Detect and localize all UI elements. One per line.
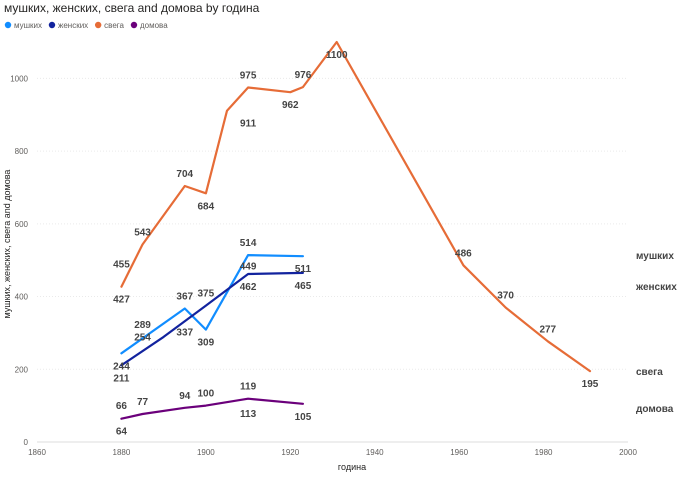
data-label-свега: 1100 xyxy=(326,50,348,61)
data-labels: 244 289 367 309 514 511 211 254 337 375 449 462 465 4… xyxy=(113,50,599,438)
data-label-свега: 486 xyxy=(455,248,472,259)
data-label-мушких: 309 xyxy=(198,338,215,349)
end-label-домова: домова xyxy=(636,404,674,415)
y-tick-label: 200 xyxy=(15,365,29,374)
legend-label-0[interactable]: мушких xyxy=(14,21,42,30)
data-label-свега: 684 xyxy=(198,201,215,212)
data-label-свега: 455 xyxy=(113,260,130,271)
end-label-свега: свега xyxy=(636,367,663,378)
x-tick-label: 1880 xyxy=(113,448,131,457)
legend-marker-0[interactable] xyxy=(4,21,12,29)
data-label-женских: 211 xyxy=(113,373,130,384)
data-label-свега: 543 xyxy=(134,228,151,239)
y-axis-title: мушких, женских, свега and домова xyxy=(2,170,12,319)
x-tick-label: 1960 xyxy=(450,448,468,457)
data-label-домова: 105 xyxy=(295,412,312,423)
data-label-домова: 64 xyxy=(116,427,128,438)
data-label-свега: 976 xyxy=(295,70,312,81)
series-line-домова[interactable] xyxy=(120,397,304,420)
x-axis-ticks: 1860 1880 1900 1920 1940 1960 1980 2000 xyxy=(28,448,637,457)
legend-label-1[interactable]: женских xyxy=(58,21,88,30)
data-label-мушких: 244 xyxy=(113,361,130,372)
data-label-мушких: 367 xyxy=(176,292,193,303)
gridlines xyxy=(37,77,628,443)
data-label-женских: 462 xyxy=(240,282,257,293)
data-label-домова: 66 xyxy=(116,401,128,412)
data-label-свега: 195 xyxy=(582,379,599,390)
data-label-свега: 277 xyxy=(539,324,556,335)
end-label-женских: женских xyxy=(635,282,677,293)
data-label-мушких: 514 xyxy=(240,238,257,249)
data-label-женских: 337 xyxy=(176,327,193,338)
data-label-мушких: 289 xyxy=(134,320,151,331)
x-tick-label: 1980 xyxy=(535,448,553,457)
data-label-свега: 427 xyxy=(113,295,130,306)
x-axis-title: година xyxy=(338,462,366,472)
chart-title: мушких, женских, свега and домова by год… xyxy=(4,1,260,15)
x-tick-label: 1860 xyxy=(28,448,46,457)
legend-marker-2[interactable] xyxy=(94,21,102,29)
y-tick-label: 600 xyxy=(15,220,29,229)
series-line-мушких[interactable] xyxy=(120,254,304,355)
data-label-свега: 975 xyxy=(240,70,257,81)
data-label-женских: 375 xyxy=(198,289,215,300)
data-label-домова: 100 xyxy=(198,389,215,400)
data-label-свега: 704 xyxy=(176,169,193,180)
series-line-свега[interactable] xyxy=(120,40,592,373)
legend-marker-1[interactable] xyxy=(48,21,56,29)
data-label-свега: 370 xyxy=(497,290,514,301)
data-label-домова: 119 xyxy=(240,382,257,393)
data-label-свега: 962 xyxy=(282,100,299,111)
series-line-женских[interactable] xyxy=(120,271,304,367)
data-label-женских: 254 xyxy=(134,333,151,344)
data-label-домова: 77 xyxy=(137,397,149,408)
data-label-домова: 94 xyxy=(179,391,191,402)
x-tick-label: 1920 xyxy=(281,448,299,457)
data-label-мушких: 511 xyxy=(295,264,312,275)
y-tick-label: 400 xyxy=(15,293,29,302)
series-end-labels: мушких женских свега домова xyxy=(635,251,677,415)
data-label-женских: 465 xyxy=(295,281,312,292)
y-axis-ticks: 0 200 400 600 800 1000 xyxy=(10,74,28,447)
end-label-мушких: мушких xyxy=(636,251,674,262)
legend-marker-3[interactable] xyxy=(130,21,138,29)
legend[interactable]: мушких женских свега домова xyxy=(4,21,168,30)
x-tick-label: 1940 xyxy=(366,448,384,457)
x-tick-label: 2000 xyxy=(619,448,637,457)
y-tick-label: 0 xyxy=(24,438,29,447)
series-lines xyxy=(120,40,592,420)
data-label-свега: 911 xyxy=(240,119,257,130)
legend-label-3[interactable]: домова xyxy=(140,21,168,30)
data-label-женских: 449 xyxy=(240,262,257,273)
x-tick-label: 1900 xyxy=(197,448,215,457)
data-label-домова: 113 xyxy=(240,409,257,420)
legend-label-2[interactable]: свега xyxy=(104,21,124,30)
y-tick-label: 800 xyxy=(15,147,29,156)
y-tick-label: 1000 xyxy=(10,74,28,83)
